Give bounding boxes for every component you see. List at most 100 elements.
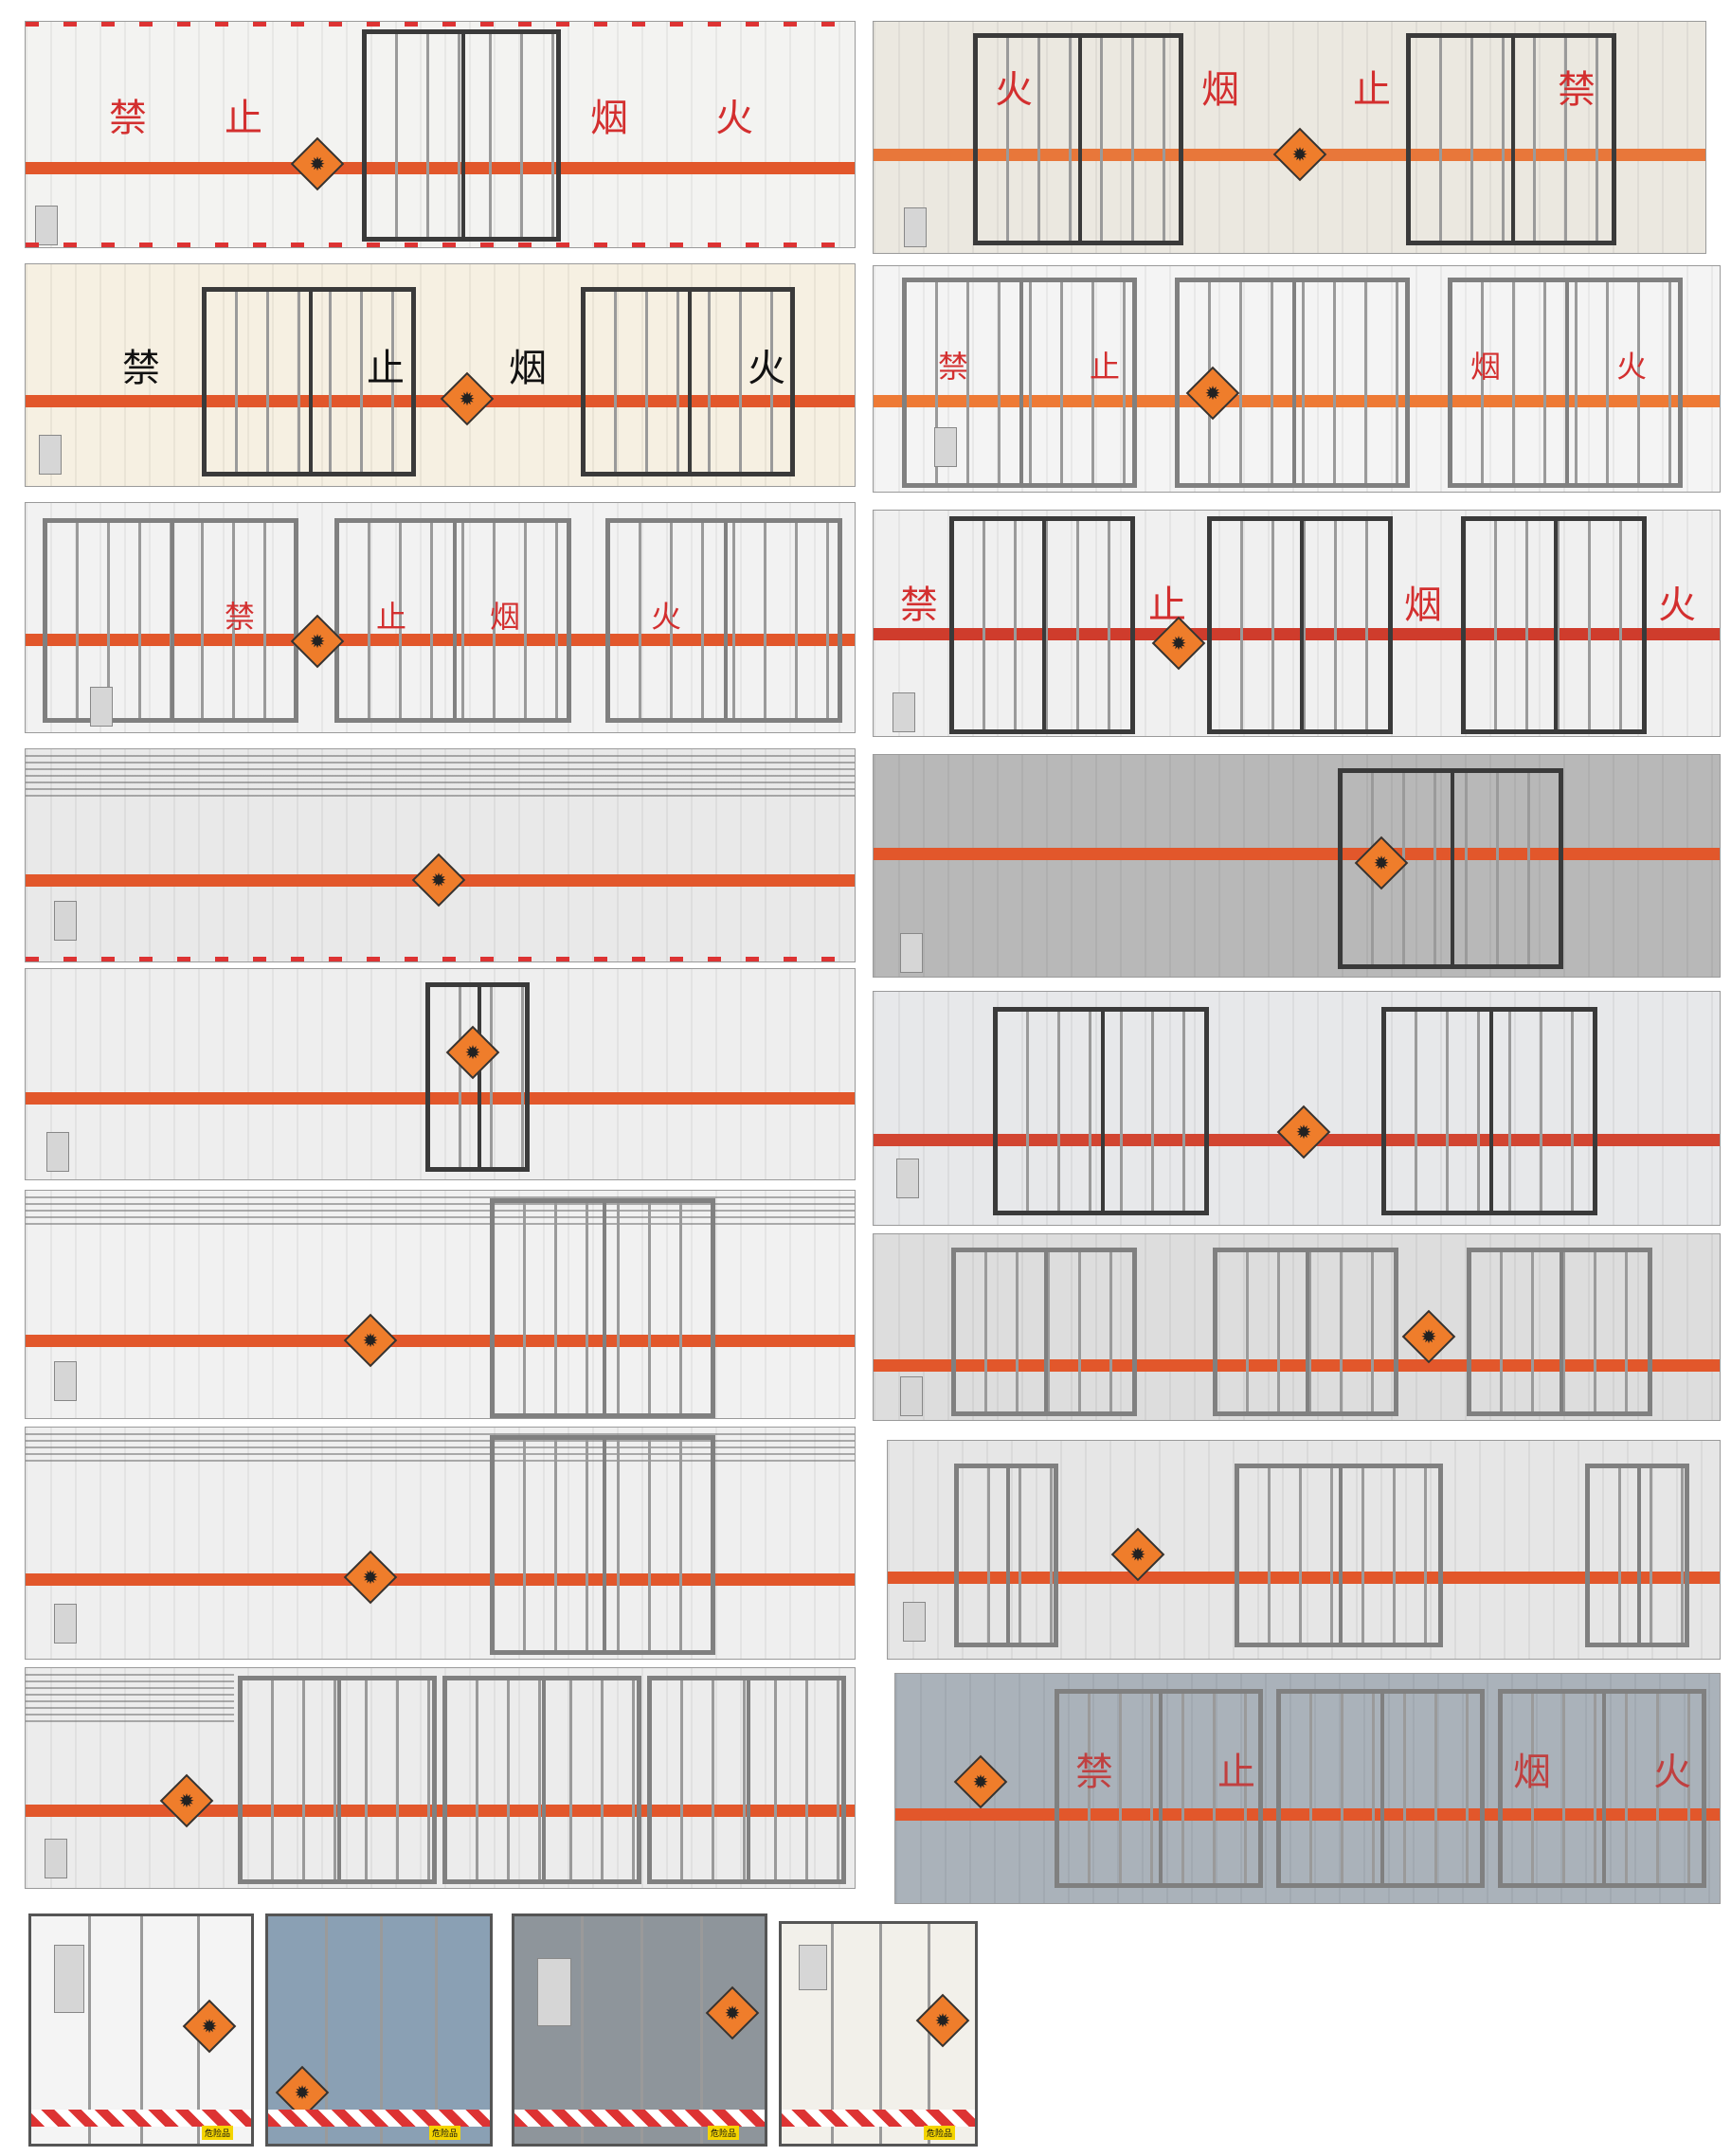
- cargo-door: [1276, 1689, 1485, 1888]
- info-plate: [900, 1376, 923, 1416]
- cargo-door: [1213, 1248, 1398, 1416]
- side-panel-11: [25, 1190, 856, 1419]
- door-hinge-rib: [581, 1916, 584, 2144]
- reflective-stripe: [26, 1573, 855, 1586]
- warning-glyph: 止: [225, 97, 262, 140]
- cargo-door: [1406, 33, 1616, 245]
- door-hinge-rib: [700, 1916, 703, 2144]
- side-panel-5: 禁 止 烟 火: [25, 502, 856, 733]
- side-panel-15: [25, 1667, 856, 1889]
- cargo-door: [202, 287, 416, 476]
- warning-glyph: 禁: [109, 97, 147, 140]
- ventilation-louver: [26, 755, 855, 799]
- warning-glyph: 禁: [938, 349, 969, 385]
- warning-glyph: 止: [376, 599, 407, 635]
- warning-glyph: 火: [651, 599, 682, 635]
- cargo-door: [993, 1007, 1209, 1215]
- side-panel-7: [25, 748, 856, 962]
- info-plate: [904, 207, 927, 247]
- cargo-door: [1448, 278, 1683, 488]
- info-plate: [896, 1159, 919, 1198]
- info-plate: [54, 1361, 77, 1401]
- rear-view-1: 危险品: [28, 1913, 254, 2147]
- cargo-door: [238, 1676, 437, 1884]
- cargo-door: [1461, 516, 1647, 734]
- warning-glyph: 禁: [900, 584, 938, 627]
- warning-glyph: 火: [1658, 584, 1696, 627]
- reflective-rear-marking: [514, 2110, 765, 2127]
- cargo-door: [951, 1248, 1137, 1416]
- info-plate: [90, 687, 113, 727]
- warning-glyph: 火: [715, 97, 753, 140]
- cargo-door: [1585, 1464, 1689, 1647]
- cargo-door: [334, 518, 571, 723]
- cargo-door: [973, 33, 1183, 245]
- info-plate: [900, 933, 923, 973]
- reflective-rear-marking: [782, 2110, 975, 2127]
- cargo-door: [1498, 1689, 1706, 1888]
- ventilation-louver: [26, 1196, 855, 1225]
- cargo-door: [605, 518, 842, 723]
- hazard-plate-label: 危险品: [429, 2126, 461, 2140]
- door-hinge-rib: [879, 1924, 882, 2144]
- warning-glyph: 火: [1616, 349, 1648, 385]
- hazard-plate-label: 危险品: [708, 2126, 740, 2140]
- ventilation-louver: [26, 1433, 855, 1462]
- rear-view-2: 危险品: [265, 1913, 493, 2147]
- info-plate: [39, 435, 62, 475]
- cargo-door: [581, 287, 795, 476]
- warning-glyph: 火: [1653, 1751, 1691, 1794]
- info-plate: [46, 1132, 69, 1172]
- panel-texture: [874, 755, 1720, 977]
- info-plate: [934, 427, 957, 467]
- explosive-hazard-diamond-icon: [182, 1999, 237, 2054]
- bottom-marker-strip: [26, 957, 855, 961]
- info-plate: [903, 1602, 926, 1642]
- side-panel-3: 禁 止 烟 火: [25, 263, 856, 487]
- info-plate: [35, 206, 58, 245]
- warning-glyph: 烟: [590, 97, 628, 140]
- door-hinge-rib: [140, 1916, 143, 2144]
- warning-glyph: 火: [995, 68, 1033, 112]
- warning-glyph: 禁: [1558, 68, 1596, 112]
- warning-glyph: 止: [1217, 1751, 1255, 1794]
- cargo-door: [1235, 1464, 1443, 1647]
- warning-glyph: 禁: [225, 599, 256, 635]
- cargo-door: [490, 1435, 715, 1655]
- info-plate: [799, 1945, 827, 1990]
- reflective-rear-marking: [268, 2110, 490, 2127]
- side-panel-1: 禁 止 烟 火: [25, 21, 856, 248]
- warning-glyph: 止: [1090, 349, 1121, 385]
- warning-glyph: 烟: [490, 599, 521, 635]
- side-panel-9: [25, 968, 856, 1180]
- warning-glyph: 烟: [1201, 68, 1239, 112]
- warning-glyph: 烟: [509, 347, 547, 390]
- door-hinge-rib: [640, 1916, 643, 2144]
- cargo-door: [1381, 1007, 1597, 1215]
- warning-glyph: 止: [367, 347, 405, 390]
- warning-glyph: 烟: [1470, 349, 1502, 385]
- info-plate: [537, 1958, 571, 2026]
- hazard-plate-label: 危险品: [924, 2126, 956, 2140]
- cargo-door: [1207, 516, 1393, 734]
- rear-view-4: 危险品: [779, 1921, 978, 2147]
- warning-glyph: 烟: [1404, 584, 1442, 627]
- cargo-door: [43, 518, 298, 723]
- door-hinge-rib: [88, 1916, 91, 2144]
- ventilation-louver: [26, 1674, 234, 1727]
- warning-glyph: 禁: [122, 347, 160, 390]
- panel-texture: [26, 1191, 855, 1418]
- cargo-door: [1055, 1689, 1263, 1888]
- side-panel-12: [873, 1233, 1721, 1421]
- cargo-door: [949, 516, 1135, 734]
- side-panel-10: [873, 991, 1721, 1226]
- cargo-door: [647, 1676, 846, 1884]
- side-panel-2: 火 烟 止 禁: [873, 21, 1706, 254]
- door-hinge-rib: [325, 1916, 328, 2144]
- cargo-door: [490, 1198, 715, 1418]
- hazard-plate-label: 危险品: [202, 2126, 234, 2140]
- warning-glyph: 烟: [1513, 1751, 1551, 1794]
- info-plate: [54, 1945, 84, 2013]
- roof-marker-strip: [26, 22, 855, 27]
- cargo-door: [362, 29, 561, 242]
